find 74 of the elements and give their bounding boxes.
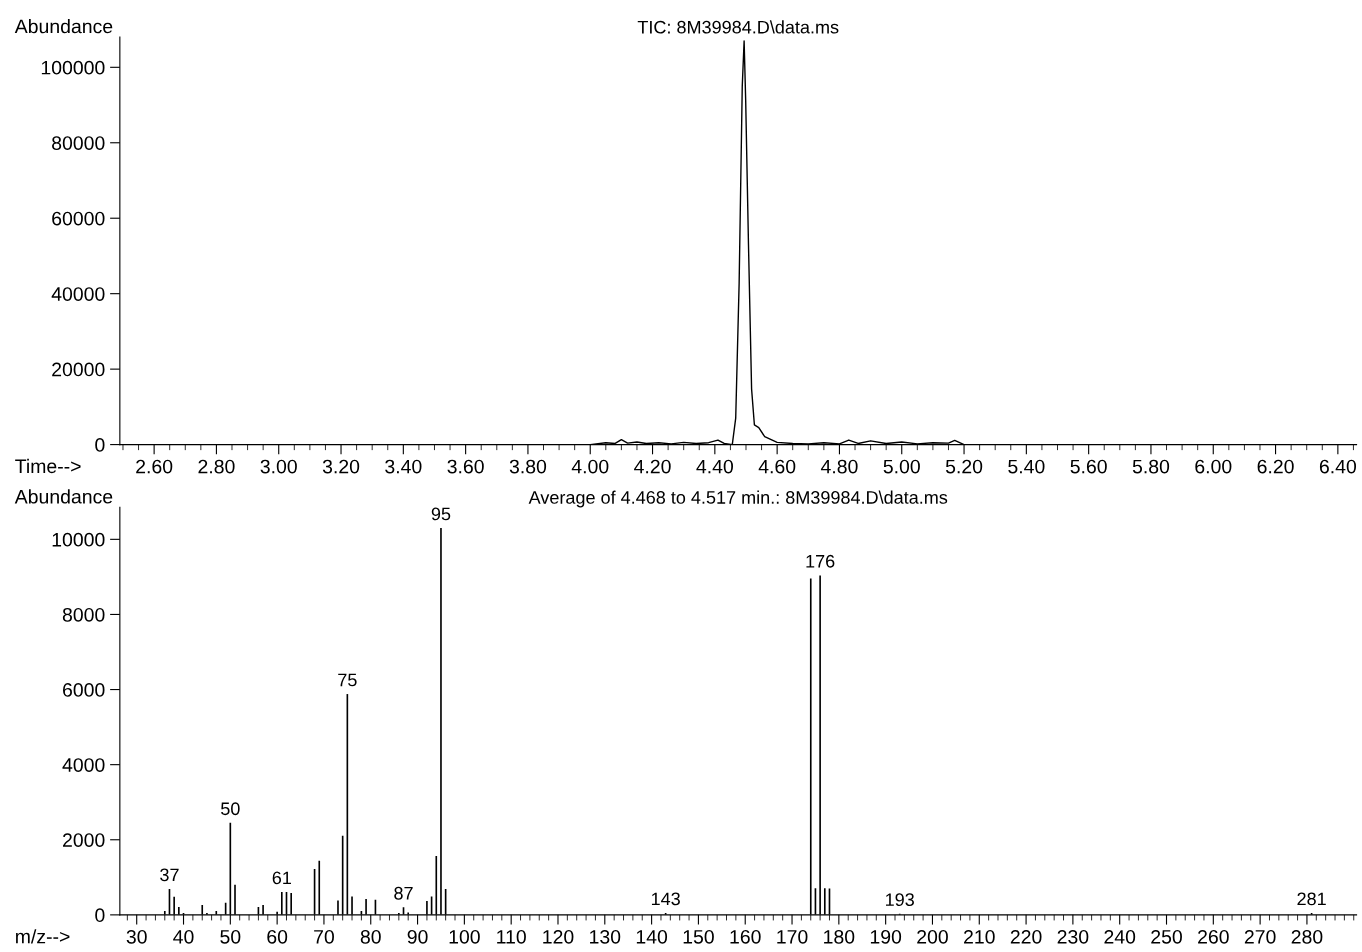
annotation: 281	[1297, 892, 1326, 906]
x-tick-label: 4.80	[820, 459, 858, 474]
y-tick-label: 60000	[52, 211, 105, 226]
x-tick-label: 260	[1198, 929, 1229, 944]
x-tick-label: 280	[1291, 929, 1323, 944]
x-tick-label: 4.40	[696, 459, 733, 474]
x-tick-label: 3.80	[509, 459, 547, 474]
x-tick-label: 3.40	[385, 459, 422, 474]
y-tick-label: 8000	[62, 607, 105, 622]
y-tick-label: 80000	[52, 136, 105, 150]
annotation: 95	[431, 507, 451, 521]
x-tick-label: 210	[964, 929, 995, 944]
x-tick-label: 200	[917, 929, 948, 944]
x-tick-label: 5.40	[1008, 459, 1045, 474]
y-tick-label: 6000	[63, 683, 105, 697]
x-tick-label: 230	[1057, 929, 1089, 944]
x-tick-label: 80	[360, 929, 381, 944]
y-tick-label: 0	[95, 908, 105, 923]
annotation: 61	[272, 871, 291, 885]
x-tick-label: 50	[220, 929, 241, 944]
x-tick-label: 270	[1244, 929, 1276, 944]
y-tick-label: 20000	[52, 362, 105, 377]
x-tick-label: 100	[449, 929, 480, 944]
x-tick-label: 180	[824, 929, 855, 944]
x-tick-label: 90	[407, 929, 428, 944]
y-axis-title: Abundance	[14, 489, 113, 504]
x-tick-label: 6.00	[1195, 459, 1232, 474]
x-tick-label: 60	[267, 929, 288, 944]
annotation: 143	[651, 892, 680, 906]
x-tick-label: 3.20	[322, 459, 360, 474]
x-tick-label: 4.60	[758, 459, 796, 474]
x-tick-label: 110	[497, 929, 526, 944]
y-axis-title: Abundance	[14, 19, 113, 34]
x-tick-label: 4.00	[571, 459, 609, 474]
x-tick-label: 240	[1104, 929, 1136, 944]
annotation: 193	[886, 893, 914, 907]
y-tick-label: 10000	[52, 532, 105, 547]
x-tick-label: 4.20	[634, 459, 671, 474]
x-tick-label: 70	[314, 929, 334, 944]
x-tick-label: 5.00	[883, 459, 920, 474]
annotation: 37	[160, 868, 179, 882]
x-tick-label: 220	[1010, 929, 1042, 944]
y-tick-label: 4000	[62, 758, 105, 772]
x-tick-label: 5.20	[945, 459, 983, 474]
x-tick-label: 2.60	[136, 459, 173, 474]
y-tick-label: 100000	[41, 60, 105, 75]
annotation: 50	[221, 802, 240, 816]
x-tick-label: 160	[730, 929, 761, 944]
x-tick-label: 40	[173, 929, 194, 944]
x-tick-label: 120	[543, 929, 574, 944]
x-tick-label: 170	[777, 929, 808, 944]
x-axis-title: Time-->	[15, 458, 81, 474]
x-tick-label: 2.80	[198, 459, 235, 474]
y-tick-label: 40000	[51, 287, 105, 301]
x-tick-label: 6.40	[1319, 459, 1357, 474]
chart-title: Average of 4.468 to 4.517 min.: 8M39984.D\data.ms	[528, 490, 948, 508]
x-tick-label: 250	[1151, 929, 1182, 944]
x-tick-label: 30	[126, 929, 147, 944]
x-tick-label: 190	[870, 929, 902, 944]
x-tick-label: 3.60	[447, 459, 484, 474]
annotation: 87	[394, 886, 413, 900]
y-tick-label: 0	[95, 438, 105, 452]
x-tick-label: 6.20	[1257, 459, 1294, 474]
x-tick-label: 140	[636, 929, 668, 944]
x-axis-title: m/z-->	[16, 929, 70, 944]
x-tick-label: 5.80	[1132, 459, 1170, 474]
annotation: 75	[338, 673, 357, 687]
y-tick-label: 2000	[63, 833, 105, 847]
chart-title: TIC: 8M39984.D\data.ms	[637, 20, 839, 34]
x-tick-label: 3.00	[260, 459, 297, 474]
x-tick-label: 130	[590, 929, 621, 944]
x-tick-label: 150	[683, 929, 714, 944]
annotation: 176	[806, 554, 835, 568]
x-tick-label: 5.60	[1070, 459, 1107, 474]
